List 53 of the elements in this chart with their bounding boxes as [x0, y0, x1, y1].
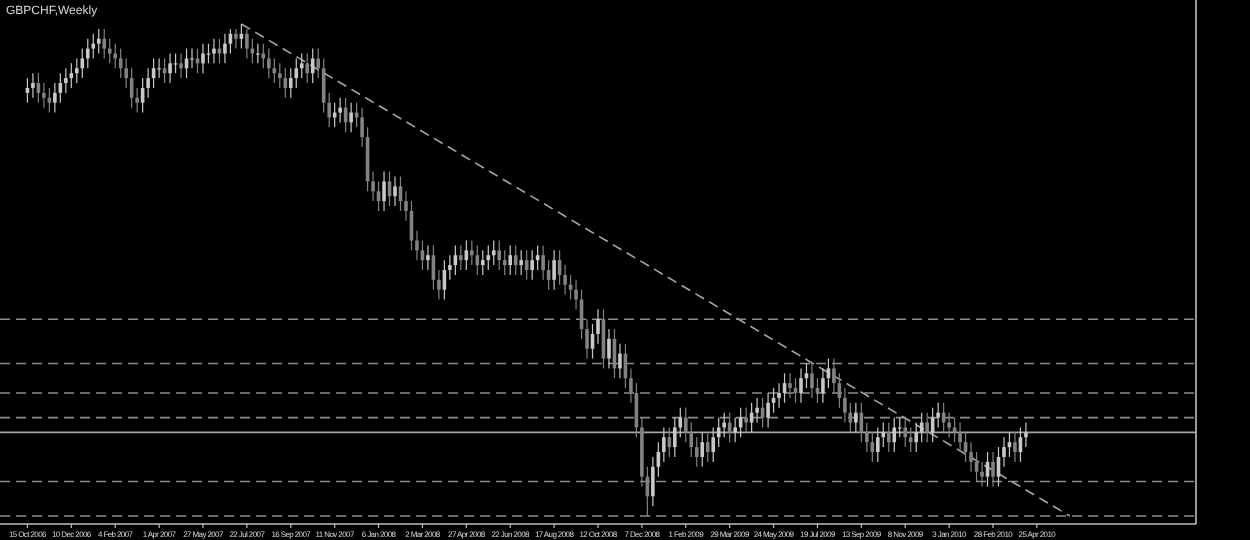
candlestick [190, 48, 194, 69]
candlestick [245, 28, 249, 60]
candlestick [338, 97, 342, 123]
candlestick [552, 249, 556, 291]
candlestick [173, 52, 178, 74]
candlestick [903, 417, 908, 448]
candlestick [223, 33, 227, 64]
candlestick [305, 52, 310, 84]
candlestick [766, 392, 770, 429]
candlestick [513, 244, 518, 276]
candlestick [179, 52, 183, 79]
candlestick [75, 57, 79, 84]
candlestick [508, 244, 513, 276]
candlestick [426, 244, 430, 271]
candlestick [886, 421, 891, 453]
candlestick [31, 72, 35, 99]
candlestick [393, 175, 397, 207]
candlestick [256, 43, 260, 64]
candlestick [799, 367, 803, 404]
candlestick [755, 397, 759, 424]
candlestick [711, 426, 716, 463]
candlestick [607, 328, 611, 369]
candlestick [234, 28, 238, 50]
candlestick [705, 431, 710, 463]
candlestick [157, 57, 161, 79]
candlestick [1013, 431, 1017, 463]
candlestick [497, 239, 502, 271]
candlestick [618, 343, 622, 379]
candlestick [102, 28, 107, 60]
candlestick [486, 244, 491, 271]
candlestick [459, 244, 463, 271]
candlestick [310, 48, 315, 84]
candlestick [892, 417, 897, 453]
candlestick [519, 249, 523, 276]
candlestick [212, 38, 216, 64]
candlestick [96, 28, 101, 55]
candlestick [201, 43, 205, 74]
candlestick [700, 431, 705, 468]
candlestick [168, 52, 172, 84]
candlestick [283, 67, 288, 99]
candlestick [530, 249, 534, 281]
candlestick [382, 171, 386, 212]
candlestick [876, 426, 880, 463]
candlestick [908, 426, 913, 453]
candlestick [267, 48, 271, 79]
candlestick [914, 421, 918, 453]
candlestick [491, 239, 496, 266]
candlestick [854, 402, 858, 433]
candlestick [480, 249, 485, 276]
candlestick [349, 102, 353, 133]
candlestick [91, 33, 96, 60]
candlestick [897, 417, 902, 438]
candlestick [821, 367, 825, 404]
